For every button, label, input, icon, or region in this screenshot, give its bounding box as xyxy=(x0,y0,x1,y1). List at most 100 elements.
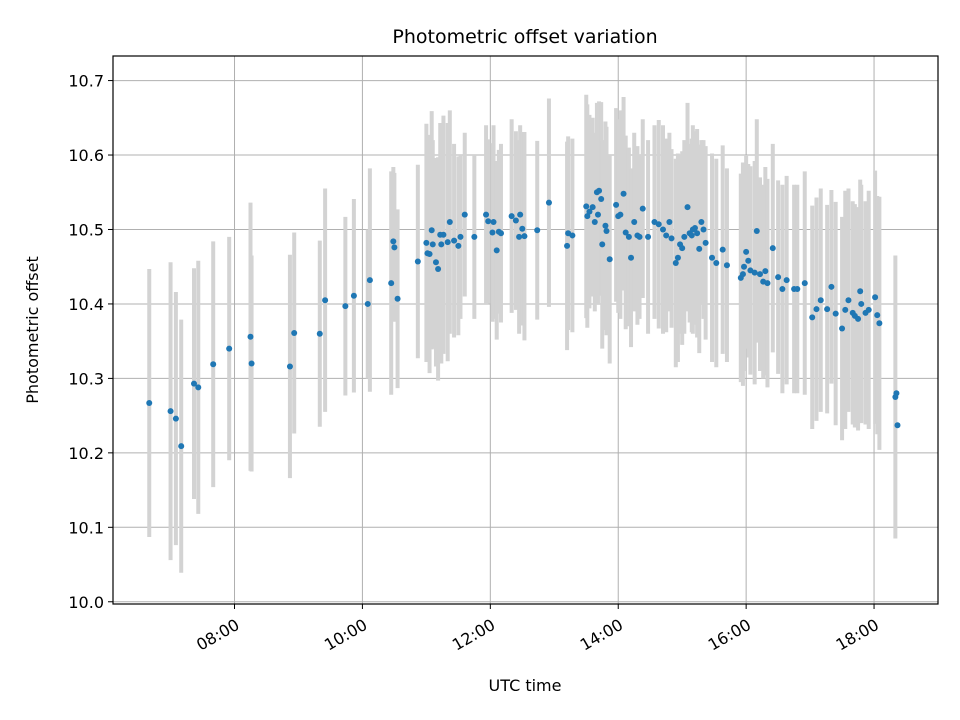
data-point xyxy=(769,245,776,252)
data-point xyxy=(628,254,635,261)
y-tick-label: 10.7 xyxy=(68,72,104,91)
data-point xyxy=(817,297,824,304)
data-point xyxy=(602,222,609,229)
data-point xyxy=(842,306,849,313)
data-point xyxy=(426,251,433,258)
data-point xyxy=(316,330,323,337)
plot-frame xyxy=(112,55,939,605)
data-point xyxy=(698,219,705,226)
data-point xyxy=(894,422,901,429)
data-point xyxy=(461,211,468,218)
data-point xyxy=(210,361,217,368)
data-point xyxy=(414,258,421,265)
data-point xyxy=(455,242,462,249)
y-tick-label: 10.2 xyxy=(68,444,104,463)
data-point xyxy=(390,238,397,245)
data-point xyxy=(691,224,698,231)
data-point xyxy=(342,303,349,310)
data-point xyxy=(589,204,596,211)
data-point xyxy=(603,227,610,234)
data-point xyxy=(694,230,701,237)
data-point xyxy=(794,286,801,293)
data-point xyxy=(857,288,864,295)
y-tick-label: 10.6 xyxy=(68,146,104,165)
data-point xyxy=(564,242,571,249)
data-point xyxy=(350,292,357,299)
data-point xyxy=(702,239,709,246)
data-point xyxy=(874,312,881,319)
data-point xyxy=(855,315,862,322)
data-point xyxy=(388,280,395,287)
data-point xyxy=(751,269,758,276)
data-point xyxy=(775,274,782,281)
data-point xyxy=(688,232,695,239)
data-point xyxy=(713,259,720,266)
data-point xyxy=(893,390,900,397)
data-point xyxy=(512,217,519,224)
data-point xyxy=(674,254,681,261)
data-point xyxy=(636,233,643,240)
data-point xyxy=(508,213,515,220)
data-point xyxy=(666,219,673,226)
data-point xyxy=(620,190,627,197)
data-point xyxy=(824,306,831,313)
data-point xyxy=(858,300,865,307)
data-point xyxy=(613,201,620,208)
data-point xyxy=(366,277,373,284)
y-tick-label: 10.0 xyxy=(68,593,104,612)
data-point xyxy=(813,306,820,313)
data-point xyxy=(584,213,591,220)
y-tick-label: 10.3 xyxy=(68,369,104,388)
data-point xyxy=(764,280,771,287)
data-point xyxy=(497,230,504,237)
y-axis-title: Photometric offset xyxy=(23,256,42,404)
data-point xyxy=(583,203,590,210)
data-point xyxy=(719,246,726,253)
data-point xyxy=(451,237,458,244)
data-point xyxy=(517,211,524,218)
data-point xyxy=(655,221,662,228)
data-point xyxy=(684,204,691,211)
data-point xyxy=(845,297,852,304)
data-point xyxy=(709,254,716,261)
data-point xyxy=(741,263,748,270)
data-point xyxy=(364,300,371,307)
data-point xyxy=(801,280,808,287)
data-point xyxy=(832,310,839,317)
data-point xyxy=(723,262,730,269)
data-point xyxy=(493,247,500,254)
data-point xyxy=(457,233,464,240)
data-point xyxy=(435,265,442,272)
data-point xyxy=(428,227,435,234)
data-point xyxy=(756,271,763,278)
data-point xyxy=(521,233,528,240)
data-point xyxy=(248,360,255,367)
data-point xyxy=(839,325,846,332)
data-point xyxy=(745,257,752,264)
data-point xyxy=(172,415,179,422)
data-point xyxy=(423,239,430,246)
data-point xyxy=(586,208,593,215)
data-point xyxy=(639,205,646,212)
y-tick-label: 10.5 xyxy=(68,220,104,239)
data-point xyxy=(167,408,174,415)
data-point xyxy=(490,219,497,226)
data-point xyxy=(569,232,576,239)
data-point xyxy=(876,320,883,327)
chart-title: Photometric offset variation xyxy=(392,26,657,48)
data-point xyxy=(753,227,760,234)
data-point xyxy=(519,225,526,232)
data-point xyxy=(446,219,453,226)
data-point xyxy=(599,241,606,248)
data-point xyxy=(485,218,492,225)
data-point xyxy=(545,199,552,206)
data-point xyxy=(779,286,786,293)
data-point xyxy=(663,232,670,239)
data-point xyxy=(696,245,703,252)
data-point xyxy=(783,277,790,284)
data-point xyxy=(483,211,490,218)
y-tick-label: 10.1 xyxy=(68,518,104,537)
data-point xyxy=(291,329,298,336)
data-point xyxy=(591,219,598,226)
